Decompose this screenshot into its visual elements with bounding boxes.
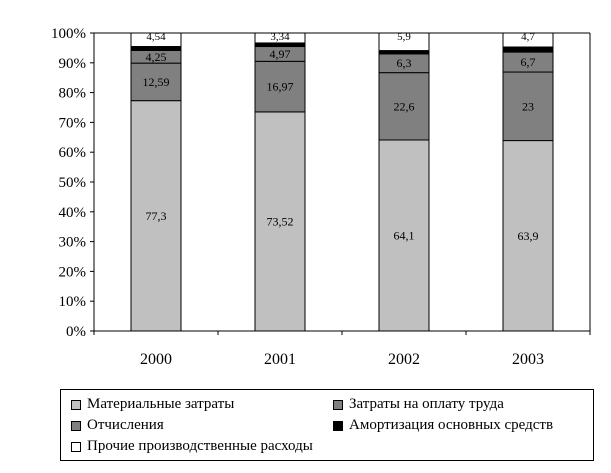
legend-label-depreciation: Амортизация основных средств xyxy=(349,417,554,433)
bar-segment-0 xyxy=(254,111,306,332)
legend-swatch-depreciation xyxy=(333,420,343,431)
y-tick-label: 100% xyxy=(51,26,86,42)
bar-segment-4 xyxy=(254,32,306,44)
legend-label-materials: Материальные затраты xyxy=(87,396,235,412)
legend: Материальные затраты Затраты на оплату т… xyxy=(60,389,594,461)
y-tick-label: 0% xyxy=(66,324,86,340)
y-tick-label: 50% xyxy=(59,175,87,191)
data-label: 77,3 xyxy=(146,209,167,223)
legend-label-labor: Затраты на оплату труда xyxy=(349,396,504,412)
legend-item-depreciation: Амортизация основных средств xyxy=(333,417,553,434)
data-label: 4,97 xyxy=(270,47,291,61)
x-tick-label: 2002 xyxy=(388,351,420,368)
y-tick-label: 20% xyxy=(59,264,87,280)
bar-segment-1 xyxy=(378,72,430,141)
legend-item-deductions: Отчисления xyxy=(71,417,164,434)
legend-item-materials: Материальные затраты xyxy=(71,396,234,413)
data-label: 63,9 xyxy=(518,229,539,243)
bar-segment-0 xyxy=(130,100,182,332)
bar-segment-4 xyxy=(130,32,182,48)
x-tick-label: 2000 xyxy=(140,351,172,368)
data-label: 6,7 xyxy=(521,55,536,69)
y-tick-label: 70% xyxy=(59,115,87,131)
data-label: 4,25 xyxy=(146,50,167,64)
y-tick-label: 90% xyxy=(59,56,87,72)
bar-segment-1 xyxy=(254,60,306,113)
legend-swatch-labor xyxy=(333,399,343,410)
bar-segment-4 xyxy=(378,32,430,52)
bar-segment-4 xyxy=(502,32,554,48)
data-label: 5,9 xyxy=(397,31,411,43)
data-label: 22,6 xyxy=(394,99,415,113)
y-tick-label: 10% xyxy=(59,294,87,310)
y-tick-label: 60% xyxy=(59,145,87,161)
legend-swatch-deductions xyxy=(71,420,81,431)
y-tick-label: 40% xyxy=(59,205,87,221)
data-label: 64,1 xyxy=(394,228,415,242)
legend-swatch-other xyxy=(71,441,81,452)
data-label: 23 xyxy=(522,99,534,113)
legend-item-labor: Затраты на оплату труда xyxy=(333,396,504,413)
legend-item-other: Прочие производственные расходы xyxy=(71,438,313,455)
data-label: 4,54 xyxy=(146,31,166,43)
bar-segment-0 xyxy=(502,140,554,332)
bar-segment-0 xyxy=(378,139,430,332)
legend-swatch-materials xyxy=(71,399,81,410)
legend-label-other: Прочие производственные расходы xyxy=(87,438,313,454)
data-label: 3,34 xyxy=(270,31,290,43)
bar-segment-3 xyxy=(502,46,554,53)
y-tick-label: 80% xyxy=(59,86,87,102)
data-label: 4,7 xyxy=(521,31,535,43)
x-tick-label: 2003 xyxy=(512,351,544,368)
data-label: 16,97 xyxy=(267,80,294,94)
y-tick-label: 30% xyxy=(59,235,87,251)
data-label: 12,59 xyxy=(143,75,170,89)
data-label: 73,52 xyxy=(267,214,294,228)
data-label: 6,3 xyxy=(397,56,412,70)
legend-label-deductions: Отчисления xyxy=(87,417,164,433)
bar-segment-1 xyxy=(502,71,554,142)
bar-segment-1 xyxy=(130,62,182,102)
stacked-bar-chart: 0% 10% 20% 30% 40% 50% 60% 70% 80% 90% 100% 77,3 12,… xyxy=(51,26,591,368)
x-tick-label: 2001 xyxy=(264,351,296,368)
